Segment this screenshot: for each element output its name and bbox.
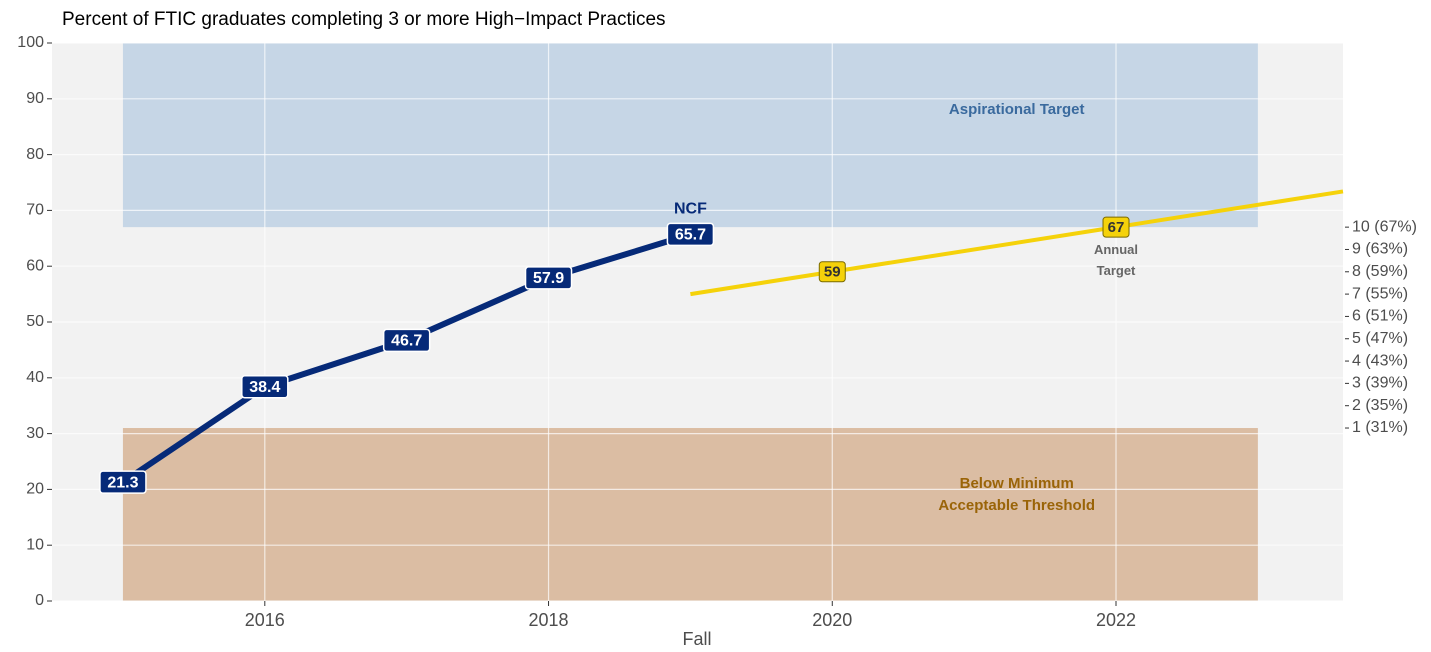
band-label: Below Minimum <box>960 475 1074 492</box>
series-line <box>690 189 1344 297</box>
y2-tick-label: 7 (55%) <box>1352 285 1408 302</box>
y-tick-label: 30 <box>26 425 44 442</box>
x-tick-label: 2020 <box>812 610 852 630</box>
series-name-line: Target <box>1097 264 1136 279</box>
y-tick-label: 80 <box>26 146 44 163</box>
x-tick-label: 2016 <box>245 610 285 630</box>
x-axis-label: Fall <box>682 629 711 649</box>
data-label: 46.7 <box>391 333 422 350</box>
data-label-box <box>382 328 431 353</box>
y2-tick-label: 8 (59%) <box>1352 263 1408 280</box>
chart-title: Percent of FTIC graduates completing 3 o… <box>62 9 666 30</box>
y2-tick-label: 6 (51%) <box>1352 308 1408 325</box>
y-tick-label: 60 <box>26 257 44 274</box>
y-tick-label: 0 <box>35 592 44 609</box>
y2-tick-label: 2 (35%) <box>1352 397 1408 414</box>
y2-tick-label: 4 (43%) <box>1352 352 1408 369</box>
y-tick-label: 70 <box>26 202 44 219</box>
series-name-line: Annual <box>1094 243 1138 258</box>
data-label: 65.7 <box>675 227 706 244</box>
data-label-box <box>666 222 715 247</box>
series-name: Annual Target <box>1094 243 1138 279</box>
data-label: 57.9 <box>533 270 564 287</box>
y-tick-label: 40 <box>26 369 44 386</box>
data-label: 38.4 <box>249 379 280 396</box>
data-label-box <box>99 470 147 494</box>
x-tick-label: 2018 <box>529 610 569 630</box>
x-tick-label: 2022 <box>1096 610 1136 630</box>
target-label: 67 <box>1108 219 1125 236</box>
y2-tick-label: 10 (67%) <box>1352 218 1417 235</box>
y-tick-label: 90 <box>26 90 44 107</box>
target-label: 59 <box>824 264 841 281</box>
y2-tick-label: 9 (63%) <box>1352 241 1408 258</box>
y-tick-label: 50 <box>26 313 44 330</box>
y-tick-label: 10 <box>26 536 44 553</box>
data-label: 21.3 <box>107 474 138 491</box>
y-tick-label: 20 <box>26 481 44 498</box>
y2-tick-label: 1 (31%) <box>1352 419 1408 436</box>
data-label-box <box>241 374 289 399</box>
y2-tick-label: 5 (47%) <box>1352 330 1408 347</box>
target-label-box <box>818 261 846 283</box>
band <box>122 428 1258 601</box>
data-label-box <box>524 266 573 290</box>
band-label: Aspirational Target <box>949 101 1085 118</box>
y2-tick-label: 3 (39%) <box>1352 375 1408 392</box>
y-tick-label: 100 <box>17 34 44 51</box>
target-label-box <box>1102 216 1130 238</box>
series-name: NCF <box>674 201 707 218</box>
band-label: Acceptable Threshold <box>938 497 1095 514</box>
band <box>122 43 1258 228</box>
